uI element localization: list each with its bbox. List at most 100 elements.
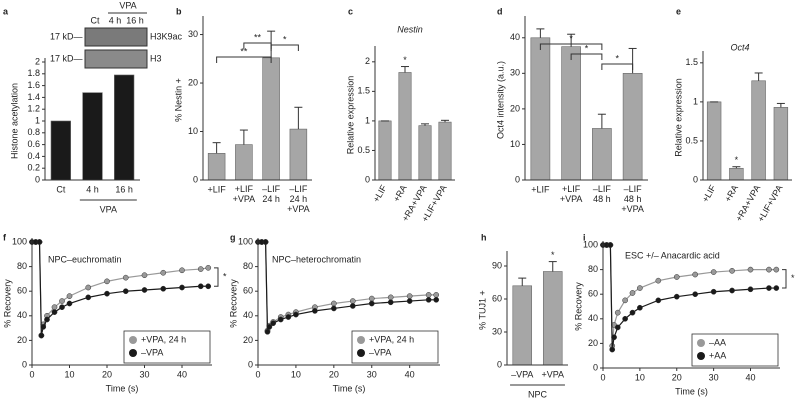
point xyxy=(655,297,662,304)
y-tick-label: 0 xyxy=(693,174,698,184)
bar xyxy=(235,144,253,181)
bar xyxy=(530,37,551,181)
x-tick-label: +RA xyxy=(391,183,409,203)
x-tick-label: +LIF+VPA xyxy=(233,184,256,204)
legend-marker xyxy=(129,336,137,344)
point xyxy=(59,298,65,304)
significance: * xyxy=(735,155,739,165)
point xyxy=(264,328,271,335)
bracket xyxy=(570,53,603,60)
y-tick-label: 100 xyxy=(12,236,27,246)
point xyxy=(655,277,662,284)
legend-label: +VPA, 24 h xyxy=(369,334,414,344)
y-tick-label: 1 xyxy=(693,96,698,106)
bracket xyxy=(214,267,219,287)
y-tick-label: 100 xyxy=(583,239,598,249)
point xyxy=(293,311,299,318)
bar xyxy=(114,74,135,181)
x-tick-label: 0 xyxy=(600,372,605,382)
point xyxy=(629,290,636,296)
x-tick-label: +LIF xyxy=(700,183,718,204)
y-tick-label: 60 xyxy=(492,293,502,303)
y-tick-label: 30 xyxy=(188,29,198,39)
y-tick-label: 80 xyxy=(243,261,253,271)
point xyxy=(262,239,269,245)
point xyxy=(270,320,277,327)
point xyxy=(710,269,717,275)
blot-group: VPA xyxy=(119,0,136,10)
x-tick-label: 40 xyxy=(745,372,755,382)
point xyxy=(104,278,110,285)
chart-title: NPC–euchromatin xyxy=(48,254,122,264)
y-tick-label: 0.2 xyxy=(27,163,40,173)
point xyxy=(368,295,375,302)
blot-lane: Ct xyxy=(91,15,100,25)
x-tick-label: 20 xyxy=(102,369,112,379)
legend-label: –VPA xyxy=(369,347,391,357)
y-tick-label: 40 xyxy=(17,310,27,320)
point xyxy=(692,291,699,298)
y-tick-label: 60 xyxy=(588,289,598,299)
point xyxy=(36,239,43,245)
y-tick-label: 2 xyxy=(35,56,40,66)
y-tick-label: 1.6 xyxy=(27,80,40,90)
x-tick-label: –LIF 24 h +VPA xyxy=(287,184,310,214)
point xyxy=(160,285,167,292)
x-tick-label: 10 xyxy=(635,372,645,382)
point xyxy=(44,316,50,323)
y-tick-label: 0.8 xyxy=(27,127,40,137)
point xyxy=(66,300,73,307)
x-tick-label: 4 h xyxy=(86,184,99,194)
point xyxy=(425,296,432,303)
point xyxy=(40,324,47,330)
significance: * xyxy=(615,53,619,63)
y-tick-label: 40 xyxy=(588,313,598,323)
point xyxy=(197,283,204,290)
significance: ** xyxy=(254,32,262,42)
legend-label: +VPA, 24 h xyxy=(141,334,186,344)
y-tick-label: 1.8 xyxy=(27,68,40,78)
point xyxy=(330,300,337,307)
point xyxy=(614,324,621,331)
point xyxy=(622,315,628,322)
bar xyxy=(729,167,744,181)
x-tick-label: –VPA xyxy=(511,369,533,379)
legend-label: –VPA xyxy=(141,347,163,357)
bar xyxy=(706,101,722,181)
bar xyxy=(773,107,789,181)
point xyxy=(85,294,92,301)
x-tick-label: 20 xyxy=(329,369,339,379)
point xyxy=(51,304,58,311)
y-tick-label: 20 xyxy=(17,335,27,345)
y-tick-label: 0 xyxy=(193,174,198,184)
bracket xyxy=(216,56,272,63)
point xyxy=(747,266,754,273)
y-tick-label: 60 xyxy=(17,286,27,296)
point xyxy=(406,293,413,299)
panel-letter: b xyxy=(176,6,182,16)
x-tick-label: +LIF+VPA xyxy=(560,184,583,204)
point xyxy=(747,286,754,293)
blot-marker: 17 kD— xyxy=(50,31,83,41)
y-tick-label: 20 xyxy=(243,335,253,345)
blot-band-label: H3 xyxy=(150,53,162,63)
x-tick-label: +RA xyxy=(723,183,741,203)
legend-box xyxy=(351,330,439,364)
panel-letter: d xyxy=(497,6,503,16)
bar xyxy=(378,120,392,181)
point xyxy=(673,293,680,300)
bar xyxy=(262,57,280,181)
bar xyxy=(438,121,452,181)
y-axis-label: % TUJ1 + xyxy=(477,290,487,330)
x-tick-label: 40 xyxy=(177,369,187,379)
point xyxy=(51,309,58,315)
y-tick-label: 40 xyxy=(243,310,253,320)
point xyxy=(349,303,356,309)
x-tick-label: +LIF xyxy=(371,183,389,204)
chart-title: Nestin xyxy=(397,24,423,34)
x-tick-label: 30 xyxy=(367,369,377,379)
significance: * xyxy=(223,271,227,281)
bracket xyxy=(601,63,634,70)
panel-letter: g xyxy=(230,232,236,242)
y-tick-label: 0 xyxy=(35,174,40,184)
